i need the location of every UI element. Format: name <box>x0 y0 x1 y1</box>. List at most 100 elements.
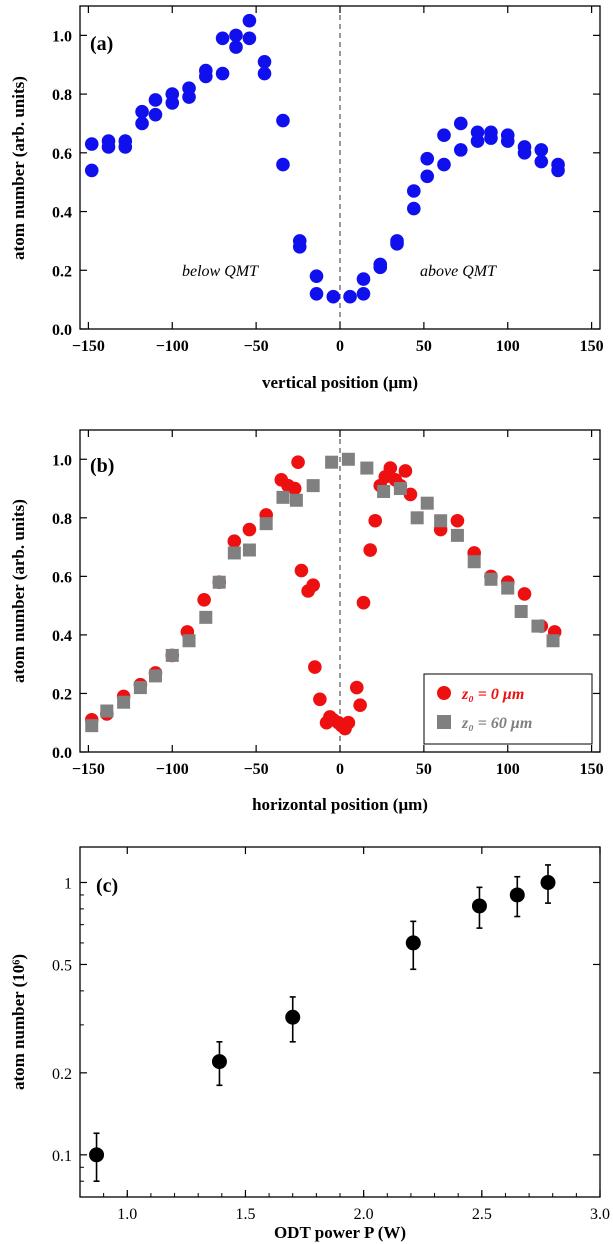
x-tick-label: 0 <box>336 338 344 355</box>
data-point <box>450 513 465 528</box>
data-point <box>294 563 309 578</box>
panel-b: −150 −100 −50 0 50 100 150 0.0 0.2 0.4 0.6 0.8 1.0 (… <box>9 429 604 814</box>
axis-ticks-c: 1.0 1.5 2.0 2.5 3.0 0.1 0.2 0.5 1 <box>52 847 610 1223</box>
y-tick-label: 0.2 <box>52 263 72 280</box>
data-point <box>343 289 357 304</box>
data-point <box>353 698 367 712</box>
data-point-square <box>341 452 355 466</box>
data-point <box>373 260 388 275</box>
legend-label-z0-0: z₀ = 0 μm <box>461 686 524 703</box>
panel-label-a: (a) <box>90 33 113 55</box>
data-point-square <box>289 493 303 507</box>
data-point <box>453 116 468 131</box>
data-point <box>326 289 341 304</box>
y-axis-label-a: atom number (arb. units) <box>9 76 28 260</box>
data-point <box>500 134 515 148</box>
data-point <box>349 680 364 695</box>
data-point <box>229 28 243 43</box>
y-tick-label: 0.4 <box>52 628 72 645</box>
x-tick-label: 3.0 <box>590 1206 610 1223</box>
data-point <box>470 134 485 148</box>
data-point <box>257 66 272 81</box>
y-tick-label: 0.0 <box>52 745 72 762</box>
data-point <box>356 272 371 286</box>
data-point <box>287 481 302 496</box>
data-point-square <box>434 514 448 528</box>
data-point <box>453 143 468 157</box>
data-point <box>215 31 230 46</box>
x-tick-label: −50 <box>244 338 269 355</box>
data-point <box>309 269 324 283</box>
panel-label-c: (c) <box>96 875 118 897</box>
data-points-c <box>89 864 556 1183</box>
data-point <box>517 587 532 601</box>
y-tick-label: 0.1 <box>52 1148 72 1165</box>
y-axis-label-c: atom number (10⁶) <box>9 954 28 1090</box>
data-point-square <box>531 619 545 633</box>
data-point-square <box>501 581 515 595</box>
data-point <box>182 90 196 104</box>
data-point <box>313 692 327 707</box>
data-point <box>405 935 421 951</box>
x-tick-label: −150 <box>72 761 105 778</box>
data-point <box>306 578 320 592</box>
data-point <box>215 66 230 81</box>
data-point <box>517 146 532 160</box>
data-point <box>437 128 451 142</box>
data-point-square <box>377 484 391 498</box>
y-tick-label: 0.2 <box>52 1066 72 1083</box>
data-point <box>285 1009 301 1025</box>
data-point <box>420 169 435 184</box>
data-point <box>276 157 290 172</box>
data-point-square <box>182 634 196 648</box>
x-axis-label-b: horizontal position (μm) <box>252 795 428 814</box>
y-tick-label: 1.0 <box>52 452 72 469</box>
x-tick-label: 2.0 <box>354 1206 374 1223</box>
data-point <box>148 107 163 122</box>
axis-ticks-b: −150 −100 −50 0 50 100 150 0.0 0.2 0.4 0.6 0.8 1.0 <box>52 430 604 778</box>
x-tick-label: 0 <box>336 761 344 778</box>
x-tick-label: 100 <box>496 338 520 355</box>
data-point-square <box>117 695 131 709</box>
data-points-a <box>84 13 565 304</box>
data-point <box>197 592 211 607</box>
data-point <box>420 151 435 166</box>
x-tick-label: 50 <box>416 761 432 778</box>
data-point <box>534 143 549 157</box>
y-tick-label: 0.6 <box>52 569 72 586</box>
data-point <box>199 69 213 84</box>
data-point-square <box>420 496 434 510</box>
data-point <box>291 455 305 470</box>
data-point <box>407 201 421 216</box>
y-tick-label: 0.8 <box>52 511 72 528</box>
x-tick-label: 2.5 <box>472 1206 492 1223</box>
data-point <box>398 464 413 478</box>
data-point <box>383 461 398 475</box>
axis-ticks-a: −150 −100 −50 0 50 100 150 0.0 0.2 0.4 0.6 0.8 1.0 <box>52 6 604 355</box>
y-tick-label: 0.0 <box>52 322 72 339</box>
data-point <box>135 104 149 119</box>
data-point <box>540 874 556 890</box>
x-axis-label-a: vertical position (μm) <box>262 373 418 392</box>
data-point <box>292 239 307 254</box>
data-point <box>437 157 451 172</box>
data-point-square <box>212 575 226 589</box>
data-points-b <box>84 452 562 736</box>
y-axis-label-b: atom number (arb. units) <box>9 499 28 683</box>
data-point <box>407 184 421 198</box>
legend-b: z₀ = 0 μm z₀ = 60 μm <box>423 673 593 745</box>
x-tick-label: −150 <box>72 338 105 355</box>
data-point <box>356 286 371 301</box>
data-point <box>363 543 377 557</box>
data-point-square <box>259 517 273 531</box>
data-point-square <box>325 455 339 469</box>
x-tick-label: −50 <box>244 761 269 778</box>
data-point <box>84 163 99 178</box>
x-axis-label-c: ODT power P (W) <box>274 1223 406 1242</box>
data-point <box>484 131 498 145</box>
x-tick-label: 150 <box>580 338 604 355</box>
data-point-square <box>242 543 256 557</box>
data-point-square <box>410 511 424 525</box>
data-point-square <box>393 482 407 496</box>
data-point <box>356 595 371 610</box>
